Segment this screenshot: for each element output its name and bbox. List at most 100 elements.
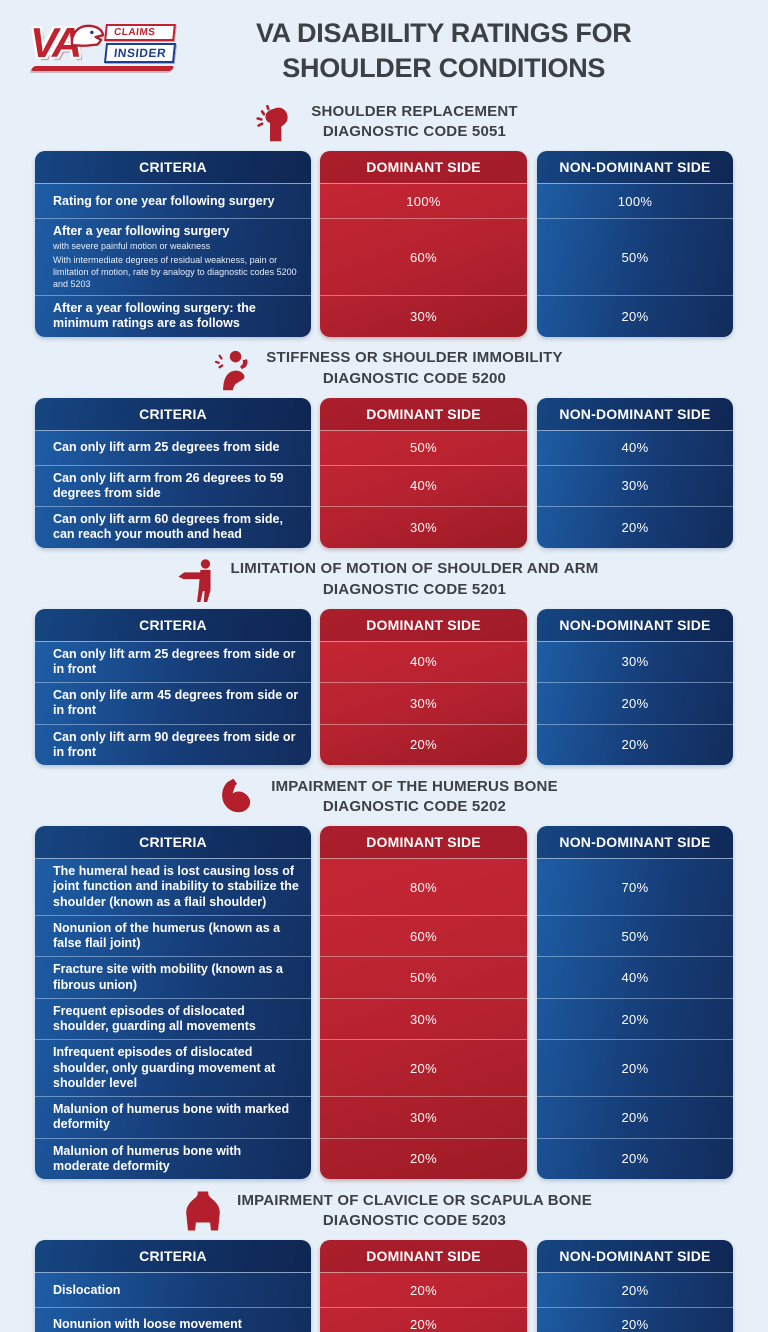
column-header-criteria: CRITERIA [35, 1240, 311, 1274]
criteria-text: Nonunion with loose movement [53, 1317, 242, 1332]
criteria-text: Frequent episodes of dislocated shoulder… [53, 1003, 256, 1034]
section-title-line1: IMPAIRMENT OF THE HUMERUS BONE [271, 777, 558, 795]
rating-section: LIMITATION OF MOTION OF SHOULDER AND ARM… [0, 556, 768, 766]
column-header-criteria: CRITERIA [35, 397, 311, 431]
rating-table: CRITERIA DOMINANT SIDE NON-DOMINANT SIDE Ra… [35, 151, 733, 337]
dominant-side-value: 20% [320, 723, 527, 766]
criteria-text: After a year following surgery: the mini… [53, 301, 256, 331]
criteria-cell: Dislocation [35, 1273, 311, 1307]
dominant-side-value: 60% [320, 914, 527, 957]
column-header-non-dominant-side: NON-DOMINANT SIDE [537, 826, 733, 860]
non-dominant-side-value: 100% [617, 193, 653, 209]
shoulder-replacement-icon [250, 98, 304, 146]
criteria-text: Malunion of humerus bone with marked def… [53, 1102, 290, 1132]
criteria-cell: Malunion of humerus bone with moderate d… [35, 1137, 311, 1180]
section-heading: IMPAIRMENT OF THE HUMERUS BONE DIAGNOSTI… [0, 773, 768, 821]
criteria-text: Can only lift arm 60 degrees from side, … [53, 512, 283, 542]
rating-section: SHOULDER REPLACEMENT DIAGNOSTIC CODE 505… [0, 98, 768, 337]
non-dominant-column-panel [537, 397, 733, 548]
non-dominant-side-value: 30% [621, 654, 649, 670]
criteria-text: Fracture site with mobility (known as a … [53, 962, 283, 992]
section-title-line1: LIMITATION OF MOTION OF SHOULDER AND ARM [230, 560, 599, 578]
dominant-side-value: 40% [320, 464, 527, 507]
non-dominant-side-value: 30% [537, 464, 733, 507]
rating-table: CRITERIA DOMINANT SIDE NON-DOMINANT SIDE Di… [35, 1240, 733, 1332]
dominant-side-value: 20% [320, 1307, 527, 1332]
dominant-side-value: 30% [320, 1096, 527, 1138]
criteria-text: Can only lift arm 90 degrees from side o… [53, 729, 296, 759]
criteria-subtext: With intermediate degrees of residual we… [53, 255, 297, 289]
arm-extended-icon [170, 556, 224, 604]
criteria-cell: Nonunion with loose movement [35, 1307, 311, 1332]
non-dominant-column-panel [537, 608, 733, 766]
criteria-cell: Infrequent episodes of dislocated should… [35, 1039, 311, 1096]
non-dominant-side-value: 20% [537, 1137, 733, 1180]
criteria-text: Infrequent episodes of dislocated should… [53, 1045, 276, 1090]
criteria-cell: Fracture site with mobility (known as a … [35, 956, 311, 998]
non-dominant-side-value: 20% [537, 723, 733, 766]
criteria-cell: After a year following surgery: the mini… [35, 295, 311, 337]
section-title: IMPAIRMENT OF THE HUMERUS BONE DIAGNOSTI… [271, 777, 558, 818]
criteria-cell: Can only life arm 45 degrees from side o… [35, 682, 311, 724]
dominant-column-panel [320, 151, 527, 337]
non-dominant-side-value: 50% [537, 914, 733, 957]
dominant-column-panel [320, 1240, 527, 1332]
page-title-line1: VA DISABILITY RATINGS FOR [255, 18, 632, 48]
dominant-side-value: 50% [320, 956, 527, 998]
dominant-side-value: 30% [320, 682, 527, 724]
section-code-line: DIAGNOSTIC CODE 5051 [322, 123, 507, 141]
rating-section: STIFFNESS OR SHOULDER IMMOBILITY DIAGNOS… [0, 345, 768, 548]
section-heading: STIFFNESS OR SHOULDER IMMOBILITY DIAGNOS… [0, 345, 768, 393]
section-title: STIFFNESS OR SHOULDER IMMOBILITY DIAGNOS… [266, 348, 562, 389]
criteria-cell: Can only lift arm 90 degrees from side o… [35, 723, 311, 766]
dominant-side-value: 50% [410, 440, 437, 456]
section-code-line: DIAGNOSTIC CODE 5202 [322, 798, 507, 816]
section-heading: SHOULDER REPLACEMENT DIAGNOSTIC CODE 505… [0, 98, 768, 146]
non-dominant-column-panel [537, 826, 733, 1180]
criteria-text: Nonunion of the humerus (known as a fals… [53, 920, 281, 951]
criteria-text: The humeral head is lost causing loss of… [53, 864, 299, 909]
criteria-text: Dislocation [53, 1282, 121, 1297]
section-code-line: DIAGNOSTIC CODE 5201 [322, 580, 507, 598]
criteria-text: Malunion of humerus bone with moderate d… [53, 1143, 242, 1173]
column-header-dominant-side: DOMINANT SIDE [320, 151, 527, 185]
criteria-text: Can only life arm 45 degrees from side o… [53, 688, 299, 718]
non-dominant-side-value: 40% [621, 440, 649, 456]
criteria-cell: Malunion of humerus bone with marked def… [35, 1096, 311, 1138]
section-title: IMPAIRMENT OF CLAVICLE OR SCAPULA BONE D… [237, 1191, 592, 1232]
column-header-criteria: CRITERIA [35, 826, 311, 860]
section-code-line: DIAGNOSTIC CODE 5203 [322, 1212, 507, 1230]
page-title: VA DISABILITY RATINGS FOR SHOULDER CONDI… [175, 16, 738, 86]
criteria-cell: After a year following surgery with sever… [35, 218, 311, 295]
non-dominant-side-value: 20% [537, 1096, 733, 1138]
column-header-dominant-side: DOMINANT SIDE [320, 608, 527, 642]
section-title: LIMITATION OF MOTION OF SHOULDER AND ARM… [231, 559, 599, 600]
section-title-line1: IMPAIRMENT OF CLAVICLE OR SCAPULA BONE [237, 1191, 592, 1209]
dominant-side-value: 30% [320, 295, 527, 337]
criteria-column-panel [35, 1240, 311, 1332]
non-dominant-side-value: 20% [537, 1307, 733, 1332]
page-header: VA CLAIMS INSIDER VA DISABILITY RATINGS … [0, 0, 768, 90]
dominant-side-value: 30% [320, 997, 527, 1040]
eagle-head-icon [69, 23, 111, 58]
criteria-text: Can only lift arm 25 degrees from side o… [53, 646, 296, 676]
dominant-side-value: 30% [320, 506, 527, 548]
criteria-column-panel [35, 608, 311, 766]
dominant-side-value: 20% [410, 1282, 437, 1298]
criteria-text: After a year following surgery [53, 224, 230, 239]
non-dominant-column-panel [537, 151, 733, 337]
non-dominant-side-value: 20% [537, 682, 733, 724]
rating-section: IMPAIRMENT OF CLAVICLE OR SCAPULA BONE D… [0, 1187, 768, 1332]
criteria-subtext: with severe painful motion or weakness [53, 241, 211, 252]
criteria-cell: Can only lift arm 60 degrees from side, … [35, 506, 311, 548]
column-header-criteria: CRITERIA [35, 151, 311, 185]
criteria-cell: Rating for one year following surgery [35, 184, 311, 218]
non-dominant-side-value: 70% [621, 879, 649, 895]
dominant-column-panel [320, 826, 527, 1180]
column-header-non-dominant-side: NON-DOMINANT SIDE [537, 397, 733, 431]
logo-claims-badge: CLAIMS [104, 23, 177, 41]
dominant-side-value: 60% [320, 218, 527, 295]
column-header-dominant-side: DOMINANT SIDE [320, 1240, 527, 1274]
section-title-line1: SHOULDER REPLACEMENT [311, 102, 518, 120]
